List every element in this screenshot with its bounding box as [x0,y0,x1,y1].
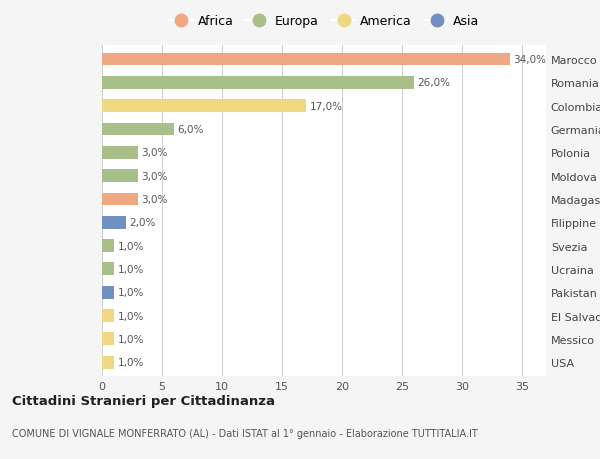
Bar [102,216,126,229]
Text: 3,0%: 3,0% [142,195,168,205]
Bar [102,356,114,369]
Text: 26,0%: 26,0% [418,78,451,88]
Text: 6,0%: 6,0% [178,125,204,134]
Bar [102,146,138,159]
Legend: Africa, Europa, America, Asia: Africa, Europa, America, Asia [164,10,484,33]
Bar [102,286,114,299]
Text: 34,0%: 34,0% [514,55,547,65]
Bar [102,333,114,346]
Text: 1,0%: 1,0% [118,264,144,274]
Text: 1,0%: 1,0% [118,288,144,297]
Text: 2,0%: 2,0% [130,218,156,228]
Bar [102,123,174,136]
Text: 1,0%: 1,0% [118,358,144,367]
Bar [102,170,138,183]
Text: 3,0%: 3,0% [142,148,168,158]
Bar [102,263,114,276]
Text: 1,0%: 1,0% [118,241,144,251]
Text: 1,0%: 1,0% [118,334,144,344]
Bar [102,53,510,66]
Text: Cittadini Stranieri per Cittadinanza: Cittadini Stranieri per Cittadinanza [12,394,275,407]
Text: 17,0%: 17,0% [310,101,343,112]
Text: 1,0%: 1,0% [118,311,144,321]
Bar [102,100,306,113]
Text: 3,0%: 3,0% [142,171,168,181]
Bar [102,309,114,322]
Bar [102,193,138,206]
Bar [102,240,114,252]
Bar [102,77,414,90]
Text: COMUNE DI VIGNALE MONFERRATO (AL) - Dati ISTAT al 1° gennaio - Elaborazione TUTT: COMUNE DI VIGNALE MONFERRATO (AL) - Dati… [12,428,478,438]
